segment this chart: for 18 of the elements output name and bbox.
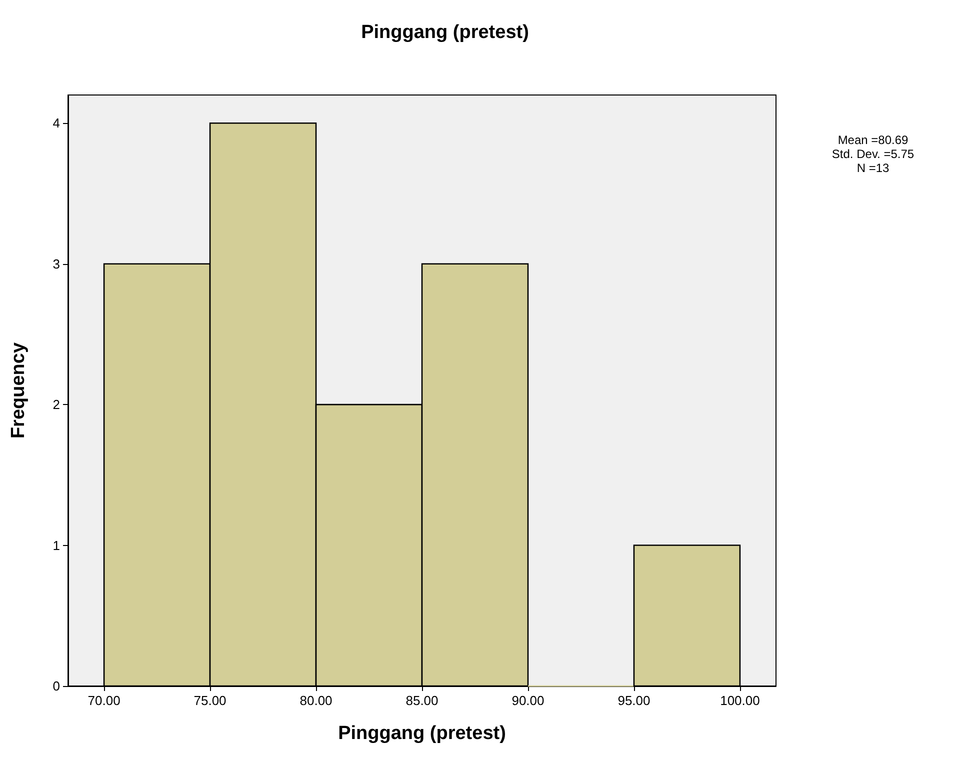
y-axis-title: Frequency bbox=[8, 342, 29, 439]
y-tick-label: 3 bbox=[52, 256, 60, 272]
text: Mean =80.69 bbox=[838, 133, 909, 147]
x-tick-label: 95.00 bbox=[618, 693, 650, 708]
x-tick-label: 85.00 bbox=[406, 693, 438, 708]
y-tick-label: 4 bbox=[52, 116, 60, 131]
y-tick-label: 0 bbox=[52, 678, 60, 694]
text: N =13 bbox=[856, 161, 890, 175]
y-tick-label: 2 bbox=[52, 397, 60, 412]
y-tick-label: 1 bbox=[52, 538, 60, 553]
x-tick-label: 70.00 bbox=[88, 693, 120, 708]
x-tick-label: 80.00 bbox=[300, 693, 332, 708]
x-tick-label: 75.00 bbox=[194, 693, 226, 708]
x-tick-label: 90.00 bbox=[512, 693, 544, 708]
x-tick-label: 100.00 bbox=[720, 693, 760, 708]
chart-title: Pinggang (pretest) bbox=[361, 22, 529, 43]
x-axis-title: Pinggang (pretest) bbox=[338, 723, 506, 744]
text: Std. Dev. =5.75 bbox=[832, 147, 914, 161]
